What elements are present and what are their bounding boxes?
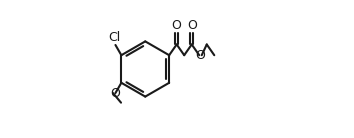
Text: O: O [172,19,182,32]
Text: O: O [110,87,120,100]
Text: O: O [187,19,197,32]
Text: Cl: Cl [109,31,121,44]
Text: O: O [195,49,205,62]
